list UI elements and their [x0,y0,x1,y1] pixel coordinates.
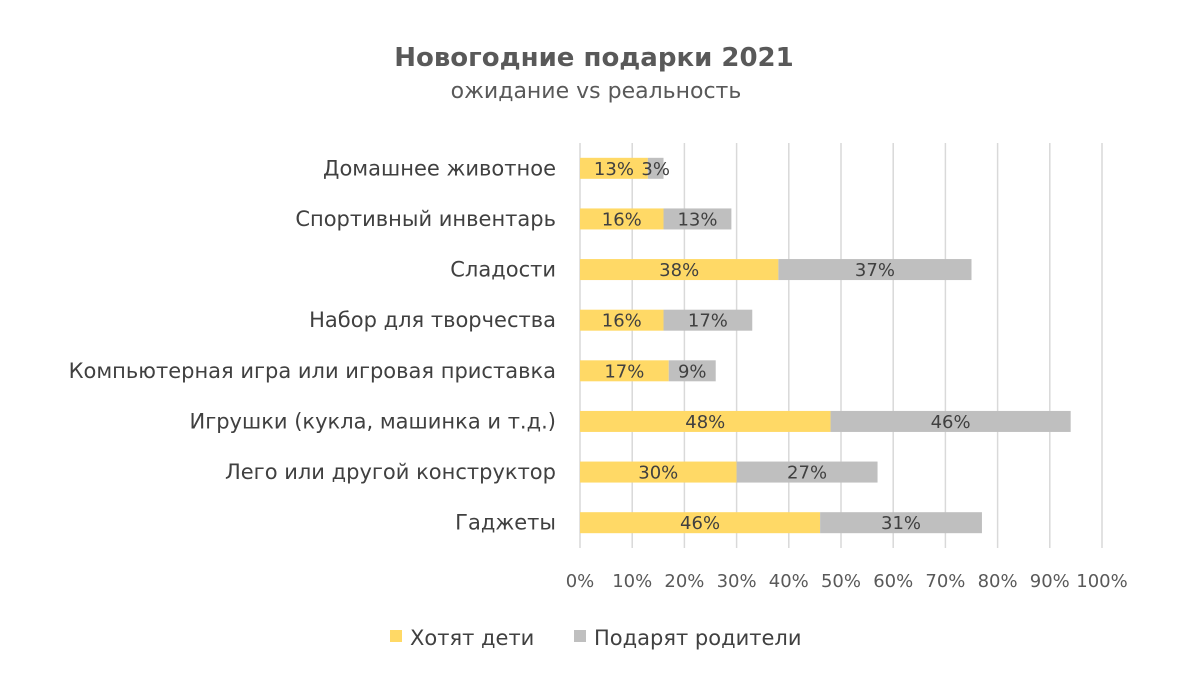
data-label: 30% [638,463,678,484]
bar-segment [580,360,669,382]
x-tick-label: 90% [1030,571,1070,592]
legend-label: Хотят дети [410,626,534,650]
bar-segment [580,157,648,179]
bar-segment [663,309,753,331]
data-label: 17% [604,361,644,382]
category-label: Набор для творчества [309,308,556,332]
bars: 13% 3% 16% 13% 38% 37% 16% 17% 17% 9% 48% 46% 30% 27%… [580,157,1071,534]
x-tick-label: 70% [925,571,965,592]
data-label: 17% [688,311,728,332]
bar-segment [647,157,664,179]
x-tick-label: 0% [566,571,595,592]
x-tick-label: 60% [873,571,913,592]
x-tick-label: 10% [612,571,652,592]
legend-swatch [574,630,586,642]
data-label: 13% [677,209,717,230]
data-label: 16% [602,311,642,332]
chart-title: Новогодние подарки 2021 [394,43,794,73]
data-label: 38% [659,260,699,281]
data-label: 37% [855,260,895,281]
bar-segment [736,461,878,483]
category-label: Спортивный инвентарь [295,207,556,231]
bar-segment [820,512,982,534]
x-axis-tick-labels: 0% 10% 20% 30% 40% 50% 60% 70% 80% 90% 100% [566,571,1128,592]
gridlines [579,143,1103,548]
bar-segment [830,410,1071,432]
category-label: Компьютерная игра или игровая приставка [69,359,556,383]
chart-subtitle: ожидание vs реальность [451,79,742,104]
legend: Хотят дети Подарят родители [390,626,801,650]
data-label: 16% [602,209,642,230]
category-label: Игрушки (кукла, машинка и т.д.) [189,409,556,433]
x-tick-label: 50% [821,571,861,592]
data-label: 9% [678,361,707,382]
x-tick-label: 40% [769,571,809,592]
category-label: Лего или другой конструктор [225,460,556,484]
bar-segment [580,461,737,483]
bar-segment [668,360,716,382]
category-labels: Домашнее животное Спортивный инвентарь Сла… [69,156,556,534]
bar-segment [778,259,972,281]
legend-label: Подарят родители [594,626,801,650]
x-tick-label: 100% [1076,571,1127,592]
bar-segment [663,208,732,230]
bar-segment [580,309,664,331]
x-tick-label: 30% [717,571,757,592]
bar-segment [580,208,664,230]
category-label: Гаджеты [455,511,556,535]
x-tick-label: 80% [978,571,1018,592]
x-tick-label: 20% [664,571,704,592]
data-label: 46% [931,412,971,433]
bar-segment [580,512,821,534]
bar-segment [580,259,779,281]
bar-segment [580,410,831,432]
data-label: 31% [881,513,921,534]
category-label: Домашнее животное [323,156,556,180]
legend-swatch [390,630,402,642]
data-label: 13% [594,159,634,180]
category-label: Сладости [450,258,556,282]
data-label: 48% [685,412,725,433]
data-label: 3% [641,159,670,180]
data-label: 46% [680,513,720,534]
data-label: 27% [787,463,827,484]
